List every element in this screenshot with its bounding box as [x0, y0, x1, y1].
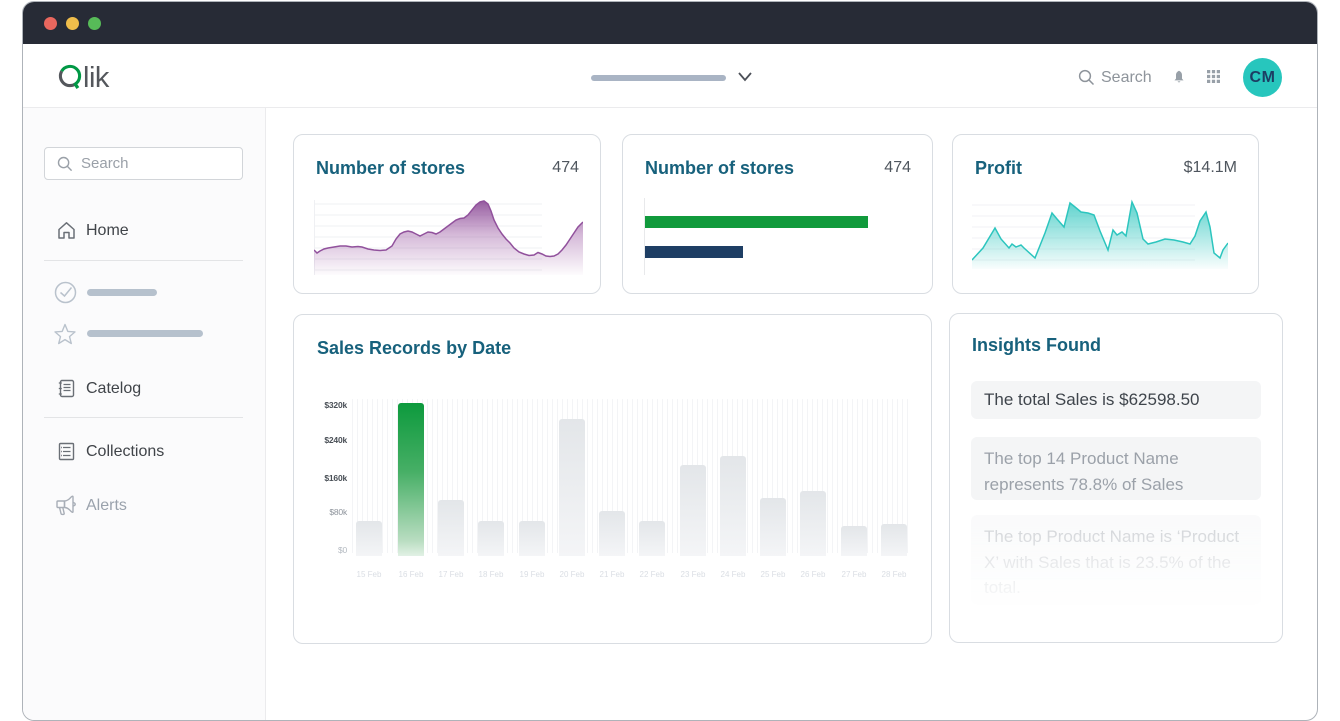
svg-text:lik: lik — [83, 64, 110, 92]
